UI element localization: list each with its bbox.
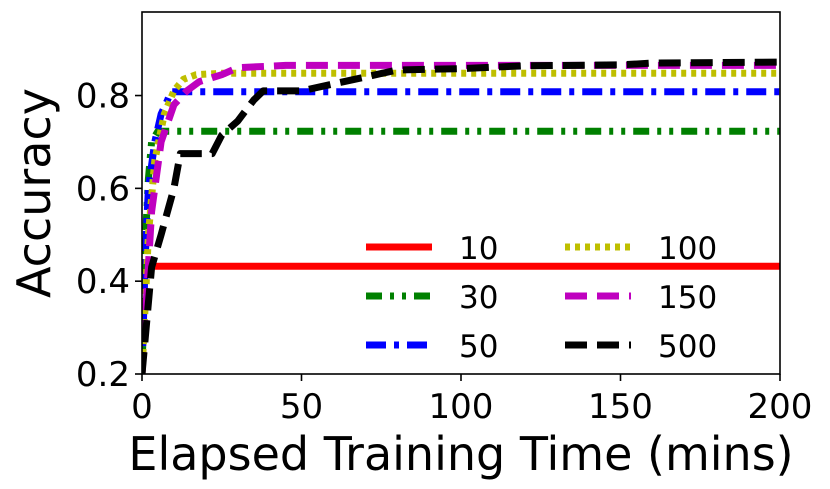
legend-label-50: 50: [459, 329, 498, 365]
legend-label-100: 100: [658, 231, 717, 267]
y-tick-label: 0.4: [76, 262, 130, 302]
series-line-30: [142, 127, 780, 374]
legend-label-30: 30: [459, 280, 498, 316]
series-layer: [142, 58, 780, 374]
plot-frame: [141, 11, 781, 375]
legend-label-500: 500: [658, 329, 717, 365]
x-axis-label: Elapsed Training Time (mins): [128, 427, 793, 481]
series-line-500: [142, 58, 780, 374]
axis-ticks: 0 50 100 150 200 0.2 0.4 0.6 0.8: [76, 77, 813, 427]
series-line-150: [142, 61, 780, 374]
x-tick-label: 100: [429, 387, 494, 427]
series-line-50: [142, 88, 780, 374]
y-tick-label: 0.8: [76, 77, 130, 117]
legend: 10 30 50 100 150 500: [366, 231, 717, 365]
y-tick-label: 0.2: [76, 355, 130, 395]
legend-label-10: 10: [459, 231, 498, 267]
legend-label-150: 150: [658, 280, 717, 316]
y-tick-label: 0.6: [76, 169, 130, 209]
y-axis-label: Accuracy: [7, 88, 61, 298]
x-tick-label: 200: [748, 387, 813, 427]
x-tick-label: 50: [280, 387, 323, 427]
x-tick-label: 150: [588, 387, 653, 427]
x-tick-label: 0: [131, 387, 153, 427]
